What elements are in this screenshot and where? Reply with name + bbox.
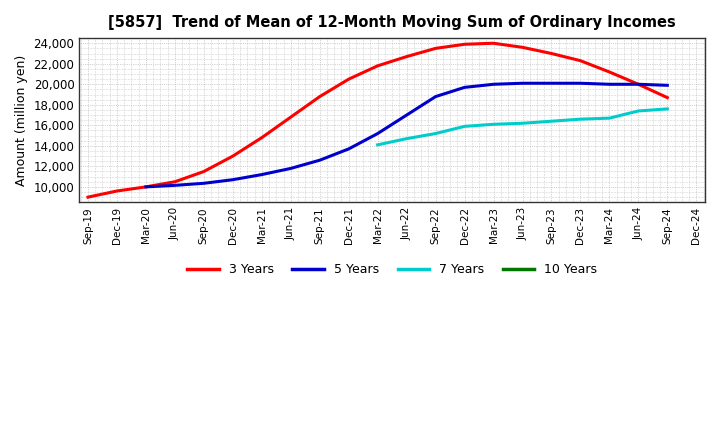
Title: [5857]  Trend of Mean of 12-Month Moving Sum of Ordinary Incomes: [5857] Trend of Mean of 12-Month Moving … — [108, 15, 676, 30]
Legend: 3 Years, 5 Years, 7 Years, 10 Years: 3 Years, 5 Years, 7 Years, 10 Years — [182, 258, 602, 282]
Y-axis label: Amount (million yen): Amount (million yen) — [15, 55, 28, 186]
